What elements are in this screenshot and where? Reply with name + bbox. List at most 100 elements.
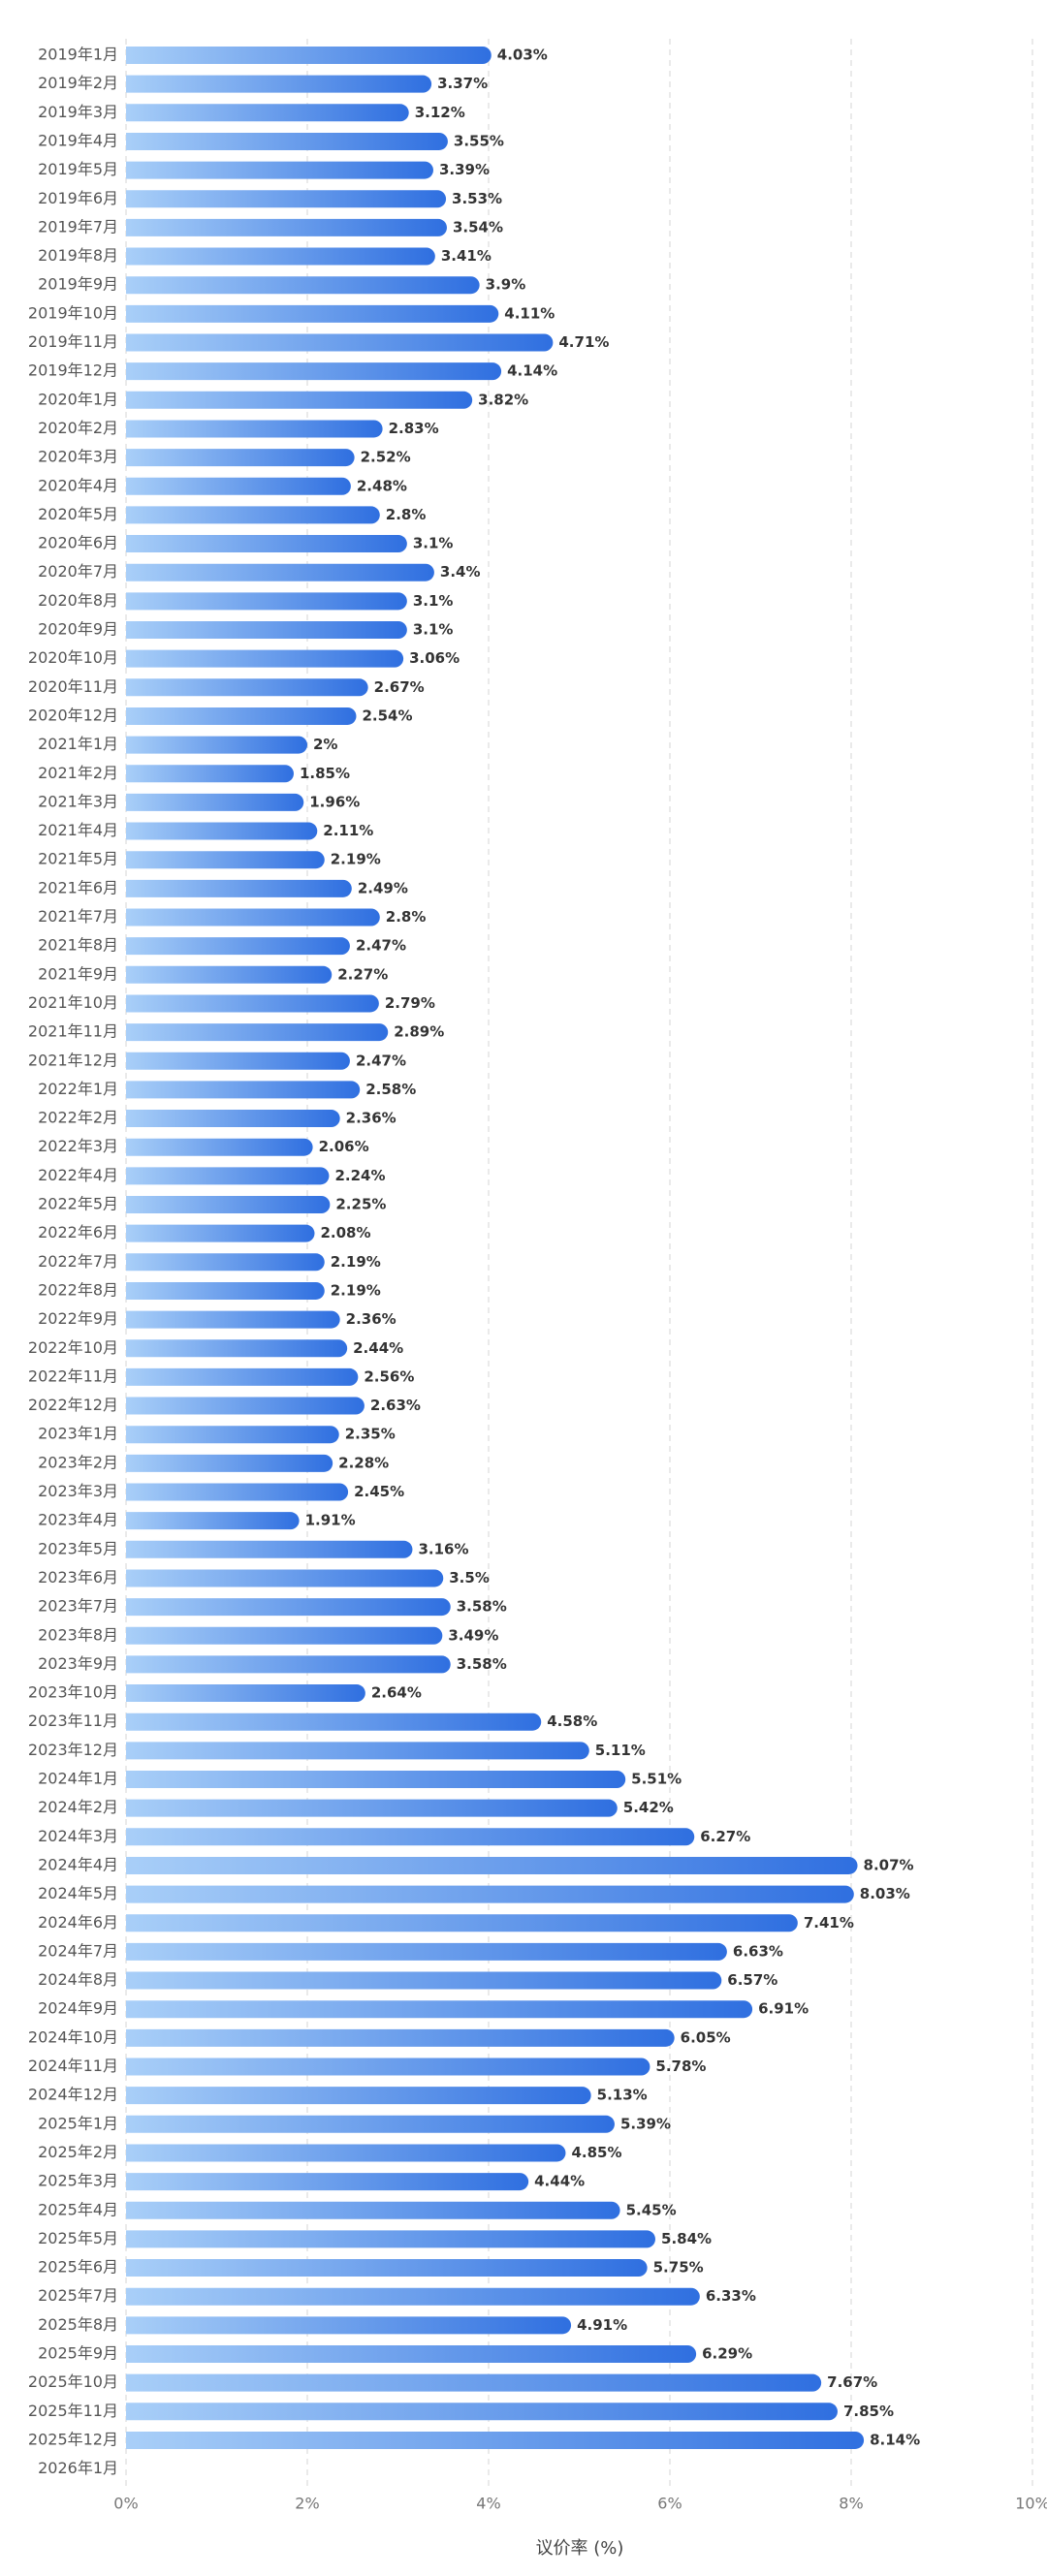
bar xyxy=(126,965,333,984)
bar xyxy=(126,2201,620,2219)
value-label: 6.91% xyxy=(758,2000,809,2018)
bar xyxy=(126,1512,300,1530)
bar xyxy=(126,1799,618,1817)
bar xyxy=(126,621,407,639)
y-tick-label: 2020年4月 xyxy=(38,476,118,494)
value-label: 3.54% xyxy=(453,218,503,236)
y-tick-label: 2022年9月 xyxy=(38,1309,118,1328)
value-label: 2.35% xyxy=(345,1426,396,1443)
y-tick-label: 2021年4月 xyxy=(38,821,118,839)
bar xyxy=(126,1110,340,1128)
y-tick-label: 2020年12月 xyxy=(28,706,118,724)
y-tick-label: 2025年3月 xyxy=(38,2172,118,2190)
y-tick-label: 2023年12月 xyxy=(28,1741,118,1759)
y-tick-label: 2025年1月 xyxy=(38,2114,118,2132)
value-label: 3.1% xyxy=(413,592,454,610)
y-tick-label: 2024年9月 xyxy=(38,1999,118,2018)
bar xyxy=(126,879,352,897)
value-label: 2.49% xyxy=(358,879,408,896)
value-label: 4.71% xyxy=(558,333,609,351)
y-tick-label: 2022年10月 xyxy=(28,1338,118,1357)
value-label: 2.8% xyxy=(386,908,427,926)
value-label: 2.36% xyxy=(346,1310,397,1328)
value-label: 2.24% xyxy=(334,1167,385,1184)
bar xyxy=(126,736,307,754)
bar xyxy=(126,535,407,553)
bar xyxy=(126,1224,315,1242)
value-label: 3.37% xyxy=(437,75,488,92)
value-label: 3.16% xyxy=(418,1540,468,1557)
bar xyxy=(126,477,351,495)
y-tick-label: 2023年7月 xyxy=(38,1597,118,1616)
y-tick-label: 2020年11月 xyxy=(28,677,118,696)
y-tick-label: 2025年8月 xyxy=(38,2315,118,2334)
y-tick-label: 2019年4月 xyxy=(38,131,118,149)
y-tick-label: 2022年2月 xyxy=(38,1109,118,1127)
y-tick-label: 2020年10月 xyxy=(28,648,118,667)
y-tick-label: 2022年1月 xyxy=(38,1080,118,1098)
bar xyxy=(126,506,380,524)
bar xyxy=(126,851,325,869)
y-tick-label: 2024年5月 xyxy=(38,1884,118,1902)
value-label: 2.19% xyxy=(331,1281,381,1299)
x-tick-label: 4% xyxy=(476,2495,500,2513)
bar xyxy=(126,2115,615,2133)
value-label: 7.85% xyxy=(843,2403,894,2420)
y-tick-label: 2022年7月 xyxy=(38,1252,118,1271)
value-label: 2.89% xyxy=(394,1023,444,1041)
value-label: 3.39% xyxy=(439,161,490,178)
value-label: 4.44% xyxy=(534,2173,585,2190)
bar xyxy=(126,2431,865,2449)
value-label: 8.07% xyxy=(864,1856,914,1873)
value-label: 2.63% xyxy=(370,1397,421,1414)
y-tick-label: 2021年12月 xyxy=(28,1051,118,1069)
y-tick-label: 2022年3月 xyxy=(38,1137,118,1155)
value-label: 3.58% xyxy=(457,1655,507,1673)
bar xyxy=(126,1971,722,1990)
bar xyxy=(126,1281,325,1300)
y-tick-label: 2019年2月 xyxy=(38,74,118,92)
bar xyxy=(126,1742,589,1760)
bar xyxy=(126,2403,838,2421)
x-tick-label: 2% xyxy=(295,2495,319,2513)
value-label: 2.19% xyxy=(331,851,381,868)
value-label: 5.45% xyxy=(626,2201,677,2218)
y-tick-label: 2022年4月 xyxy=(38,1166,118,1184)
value-label: 2.44% xyxy=(353,1339,403,1357)
x-tick-label: 10% xyxy=(1015,2495,1047,2513)
value-label: 4.85% xyxy=(571,2144,621,2161)
bar xyxy=(126,937,350,956)
y-tick-label: 2021年9月 xyxy=(38,964,118,983)
value-label: 3.5% xyxy=(449,1569,490,1586)
value-label: 5.84% xyxy=(661,2230,712,2247)
bar xyxy=(126,1914,798,1932)
value-label: 2% xyxy=(313,736,337,753)
bar xyxy=(126,2316,572,2335)
y-tick-label: 2024年4月 xyxy=(38,1855,118,1873)
y-tick-label: 2025年5月 xyxy=(38,2229,118,2247)
bar xyxy=(126,2259,648,2278)
value-label: 2.79% xyxy=(385,994,435,1012)
value-label: 7.41% xyxy=(804,1914,854,1932)
value-label: 3.55% xyxy=(454,132,504,149)
bar xyxy=(126,190,447,208)
value-label: 4.14% xyxy=(507,362,557,380)
value-label: 6.63% xyxy=(733,1942,783,1960)
bar xyxy=(126,1023,389,1042)
x-axis-title: 议价率 (%) xyxy=(536,2538,624,2559)
bar xyxy=(126,2087,591,2105)
value-label: 2.54% xyxy=(362,707,412,724)
bar xyxy=(126,2230,656,2248)
y-tick-label: 2020年2月 xyxy=(38,419,118,437)
value-label: 2.8% xyxy=(386,506,427,523)
value-label: 3.12% xyxy=(415,104,465,121)
bar xyxy=(126,1942,727,1961)
y-tick-label: 2021年11月 xyxy=(28,1022,118,1041)
value-label: 6.27% xyxy=(700,1828,750,1845)
y-tick-label: 2020年5月 xyxy=(38,505,118,523)
value-label: 5.42% xyxy=(623,1799,674,1816)
bar xyxy=(126,2000,753,2019)
y-tick-label: 2020年9月 xyxy=(38,620,118,639)
value-label: 2.83% xyxy=(389,420,439,437)
y-tick-label: 2024年12月 xyxy=(28,2086,118,2104)
